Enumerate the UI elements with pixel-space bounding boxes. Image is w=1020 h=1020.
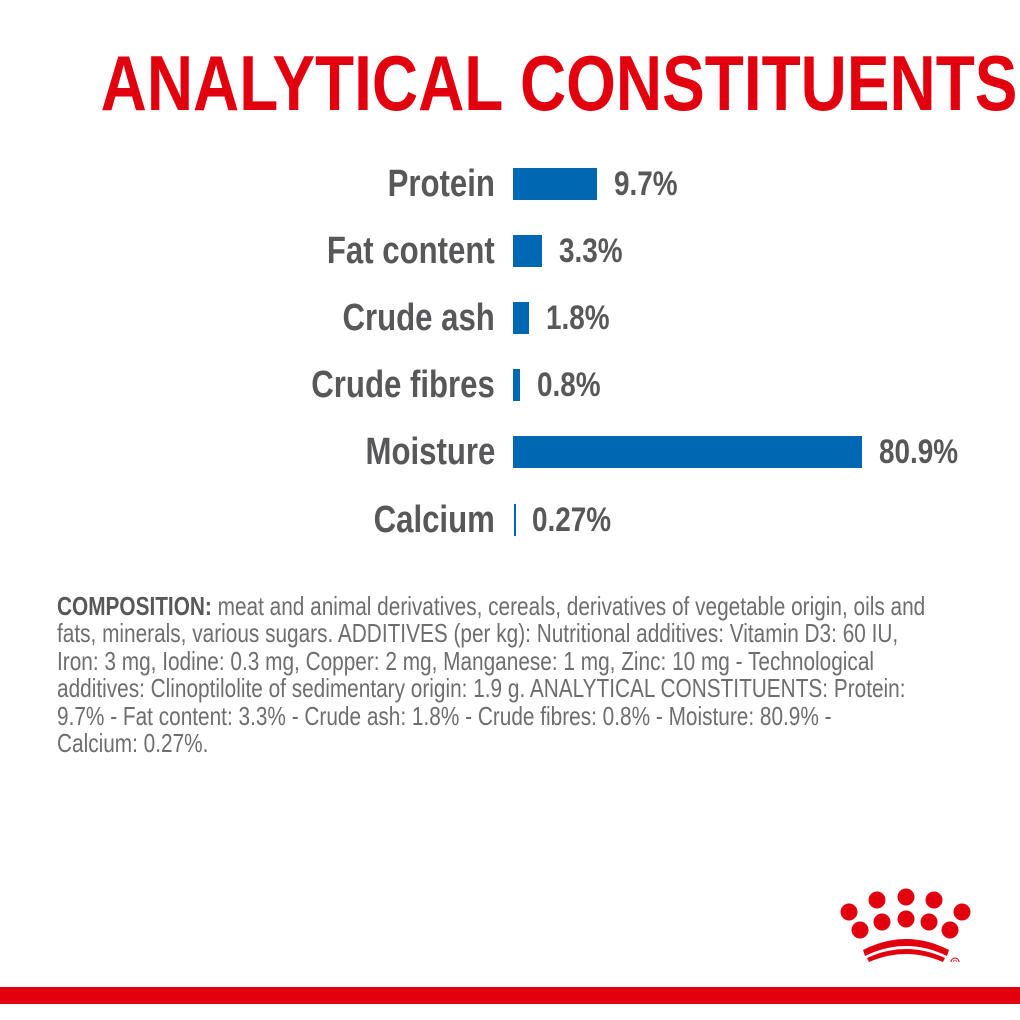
footer-red-band <box>0 987 1020 1004</box>
composition-line: 9.7% - Fat content: 3.3% - Crude ash: 1.… <box>57 700 832 731</box>
bar-moisture <box>513 436 862 468</box>
crown-logo-icon: R <box>840 888 971 963</box>
row-label: Protein <box>387 163 495 205</box>
page-title-text: ANALYTICAL CONSTITUENTS <box>100 39 1018 127</box>
registered-mark-icon: R <box>950 957 960 963</box>
composition-line-text: meat and animal derivatives, cereals, de… <box>211 591 926 621</box>
chart-row-crude-ash: Crude ash 1.8% <box>0 298 1020 338</box>
composition-line: fats, minerals, various sugars. ADDITIVE… <box>57 618 899 649</box>
composition-heading: COMPOSITION: <box>57 591 212 621</box>
composition-line: COMPOSITION: meat and animal derivatives… <box>57 591 925 621</box>
row-label: Calcium <box>373 499 495 541</box>
row-value: 3.3% <box>559 232 623 270</box>
row-value: 80.9% <box>879 433 959 471</box>
row-value: 9.7% <box>614 165 678 203</box>
analytical-constituents-chart: Protein 9.7% Fat content 3.3% Crude ash … <box>0 164 1020 540</box>
composition-text: COMPOSITION: meat and animal derivatives… <box>57 591 925 759</box>
composition-line: Calcium: 0.27%. <box>57 728 209 759</box>
bar-fat-content <box>513 235 542 267</box>
row-value: 0.8% <box>537 366 601 404</box>
chart-row-fat-content: Fat content 3.3% <box>0 231 1020 271</box>
bar-calcium <box>514 504 516 536</box>
row-label: Crude fibres <box>311 364 495 406</box>
row-label: Fat content <box>327 230 495 272</box>
row-value: 1.8% <box>546 299 610 337</box>
chart-row-protein: Protein 9.7% <box>0 164 1020 204</box>
chart-row-moisture: Moisture 80.9% <box>0 432 1020 472</box>
row-value: 0.27% <box>532 501 612 539</box>
chart-row-calcium: Calcium 0.27% <box>0 500 1020 540</box>
row-label: Moisture <box>365 431 495 473</box>
svg-text:R: R <box>953 961 958 963</box>
page-title: ANALYTICAL CONSTITUENTS <box>0 38 1020 128</box>
chart-row-crude-fibres: Crude fibres 0.8% <box>0 365 1020 405</box>
composition-line: Iron: 3 mg, Iodine: 0.3 mg, Copper: 2 mg… <box>57 645 875 676</box>
bar-crude-ash <box>513 302 529 334</box>
row-label: Crude ash <box>342 297 495 339</box>
bar-crude-fibres <box>513 369 520 401</box>
composition-line: additives: Clinoptilolite of sedimentary… <box>57 673 906 704</box>
bar-protein <box>513 168 597 200</box>
